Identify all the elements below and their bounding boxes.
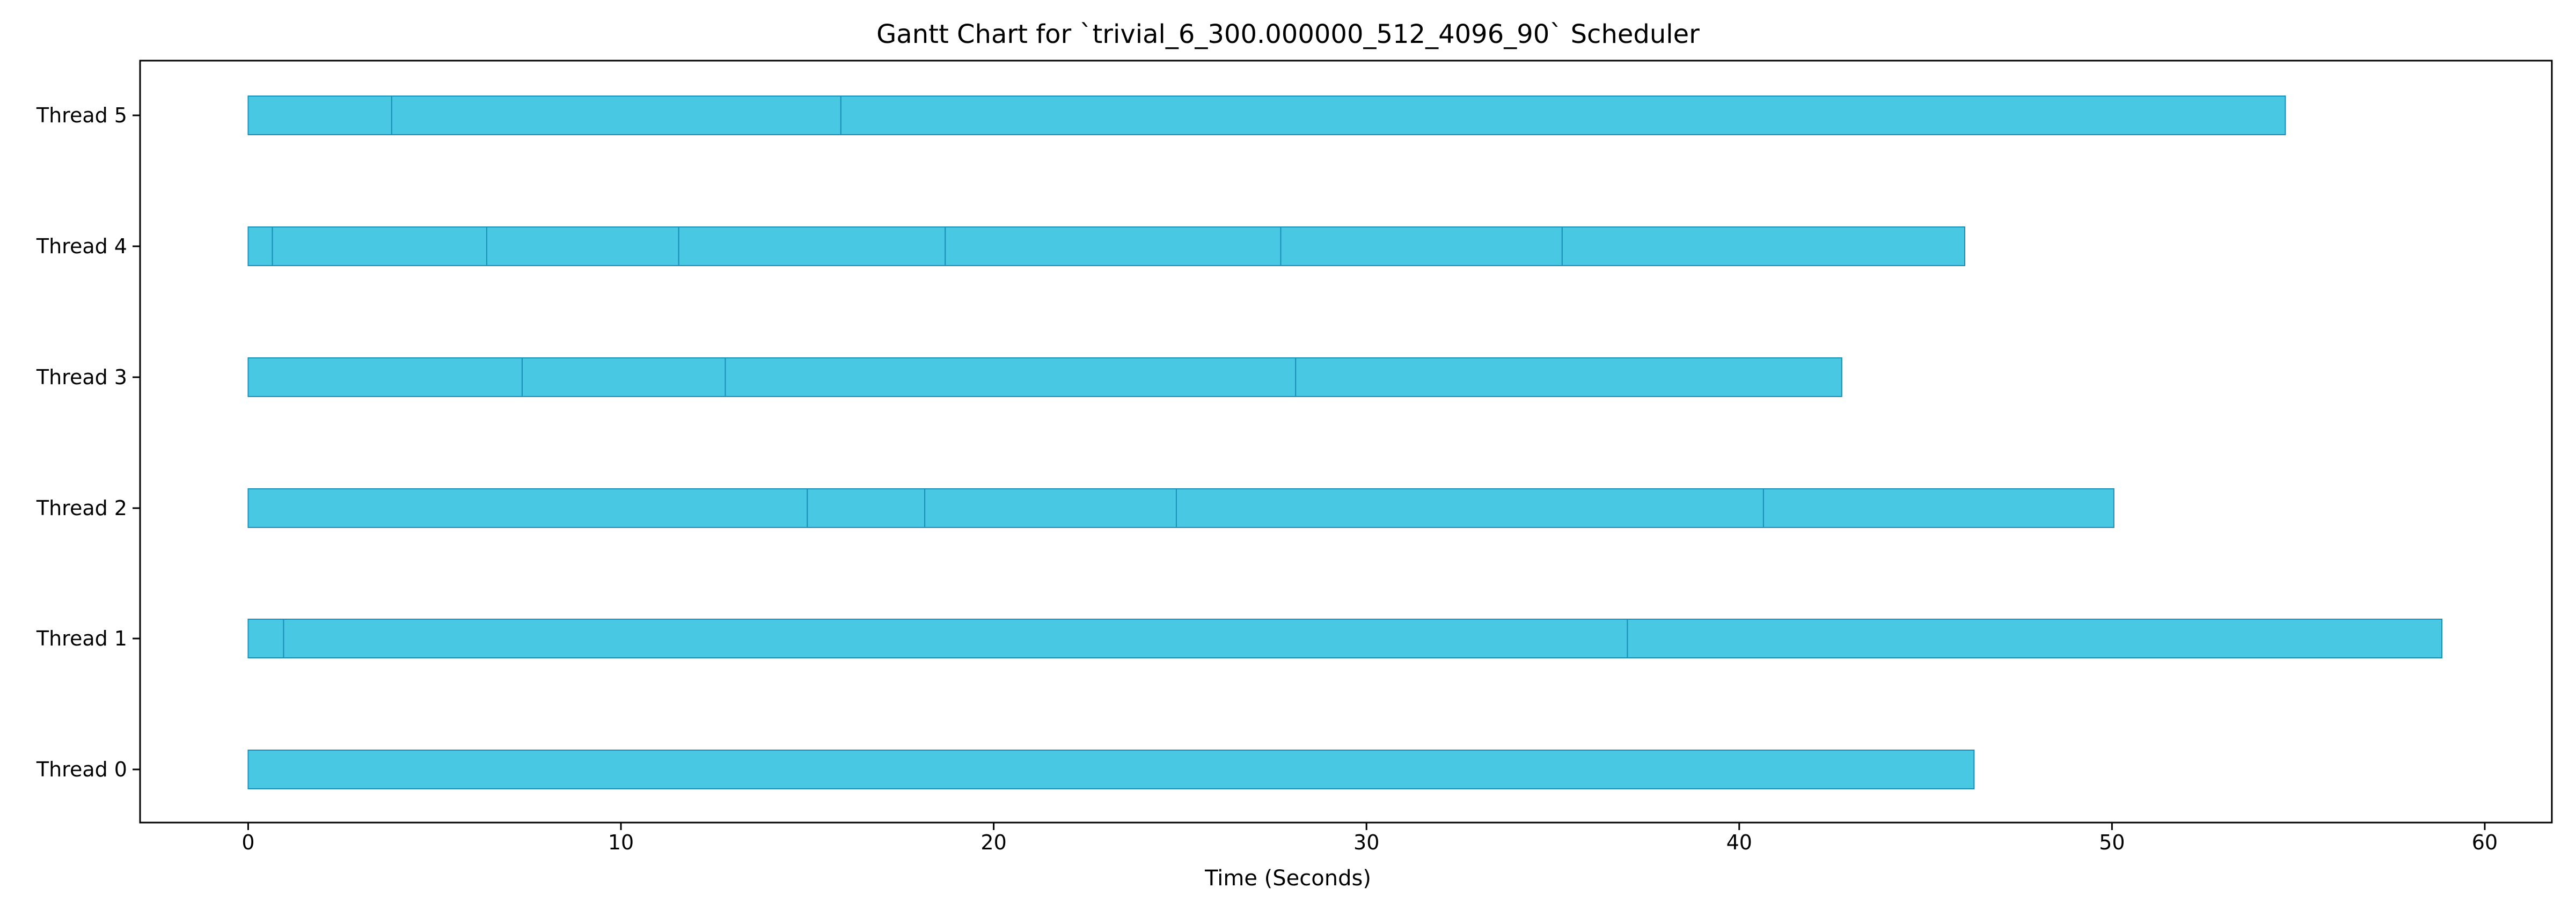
x-axis-label: Time (Seconds)	[1205, 866, 1371, 891]
gantt-segment	[283, 619, 1628, 658]
gantt-segment	[521, 357, 726, 397]
gantt-segment	[1175, 488, 1764, 528]
y-tick-label: Thread 0	[36, 758, 127, 781]
gantt-segment	[1280, 226, 1563, 266]
gantt-segment	[1762, 488, 2114, 528]
gantt-segment	[945, 226, 1282, 266]
plot-frame	[139, 60, 2553, 824]
y-tick-label: Thread 5	[36, 104, 127, 127]
gantt-segment	[247, 750, 1975, 789]
gantt-segment	[247, 488, 808, 528]
gantt-segment	[247, 226, 273, 266]
chart-title: Gantt Chart for `trivial_6_300.000000_51…	[876, 19, 1700, 49]
gantt-segment	[247, 357, 523, 397]
gantt-segment	[391, 96, 841, 135]
x-tick-label: 10	[608, 831, 634, 854]
gantt-segment	[724, 357, 1297, 397]
x-tick-label: 0	[241, 831, 254, 854]
x-tick-label: 30	[1353, 831, 1379, 854]
y-tick-label: Thread 1	[36, 627, 127, 650]
gantt-segment	[1627, 619, 2443, 658]
gantt-segment	[840, 96, 2286, 135]
x-tick-label: 20	[980, 831, 1006, 854]
y-tick-label: Thread 3	[36, 365, 127, 389]
gantt-segment	[272, 226, 487, 266]
gantt-segment	[486, 226, 679, 266]
y-tick-label: Thread 4	[36, 234, 127, 258]
gantt-segment	[1295, 357, 1842, 397]
y-tick-label: Thread 2	[36, 496, 127, 520]
x-tick-label: 40	[1726, 831, 1752, 854]
gantt-segment	[924, 488, 1177, 528]
x-tick-label: 50	[2099, 831, 2125, 854]
gantt-segment	[678, 226, 946, 266]
x-tick-label: 60	[2472, 831, 2498, 854]
gantt-segment	[247, 619, 284, 658]
gantt-segment	[1561, 226, 1966, 266]
gantt-segment	[247, 96, 392, 135]
gantt-segment	[807, 488, 926, 528]
